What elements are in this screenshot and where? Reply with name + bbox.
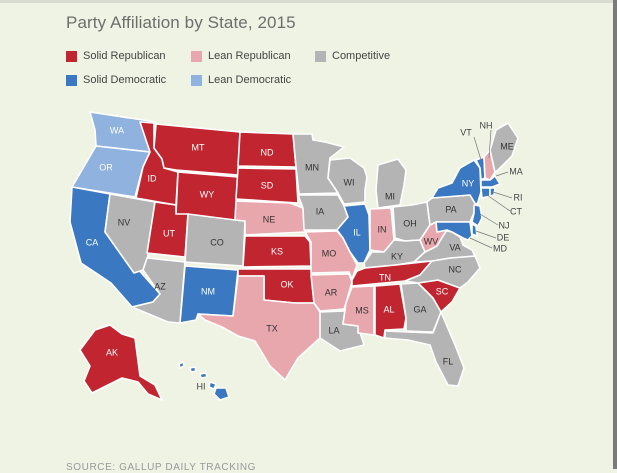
state-fl	[384, 311, 465, 387]
label-leader-lines	[469, 129, 513, 249]
label-in: IN	[378, 224, 387, 234]
state-ak	[79, 324, 163, 401]
label-ks: KS	[271, 246, 283, 256]
state-ri	[489, 187, 496, 197]
right-border	[613, 0, 617, 469]
label-ms: MS	[355, 305, 369, 315]
label-ga: GA	[413, 304, 426, 314]
label-me: ME	[500, 141, 514, 151]
state-sd	[235, 167, 299, 204]
label-nh: NH	[480, 120, 493, 130]
label-ar: AR	[325, 287, 338, 297]
legend-label: Lean Republican	[208, 50, 291, 62]
legend-lean-democratic: Lean Democratic	[191, 74, 291, 86]
label-al: AL	[383, 304, 394, 314]
legend-competitive: Competitive	[315, 50, 390, 62]
label-ut: UT	[163, 228, 175, 238]
state-hi	[178, 361, 230, 401]
label-ct: CT	[510, 206, 522, 216]
legend-label: Solid Democratic	[83, 74, 167, 86]
label-wa: WA	[110, 125, 124, 135]
state-vt	[475, 156, 486, 181]
legend-solid-democratic: Solid Democratic	[66, 74, 166, 86]
label-sc: SC	[436, 286, 449, 296]
state-mi	[375, 158, 407, 209]
label-oh: OH	[403, 218, 417, 228]
state-ne	[234, 200, 306, 236]
legend-solid-republican: Solid Republican	[66, 50, 166, 62]
label-ri: RI	[514, 192, 523, 202]
label-ny: NY	[462, 178, 475, 188]
label-de: DE	[497, 232, 510, 242]
label-mt: MT	[192, 142, 205, 152]
label-wy: WY	[200, 189, 215, 199]
label-hi: HI	[197, 381, 206, 391]
state-ma	[480, 175, 501, 188]
legend-swatch	[191, 50, 202, 62]
label-pa: PA	[445, 204, 456, 214]
label-md: MD	[493, 243, 507, 253]
label-nv: NV	[118, 217, 131, 227]
label-mn: MN	[305, 162, 319, 172]
label-ne: NE	[263, 214, 276, 224]
state-mn	[292, 133, 345, 195]
legend-label: Lean Democratic	[208, 74, 292, 86]
legend-swatch	[315, 50, 326, 62]
state-md	[435, 221, 473, 241]
legend-swatch	[191, 74, 202, 86]
label-vt: VT	[460, 127, 472, 137]
state-nj	[471, 204, 483, 227]
top-border	[0, 0, 617, 3]
state-il	[336, 203, 371, 264]
legend-lean-republican: Lean Republican	[191, 50, 291, 62]
legend-swatch	[66, 74, 77, 86]
label-la: LA	[328, 325, 339, 335]
label-wi: WI	[344, 177, 355, 187]
label-nd: ND	[261, 147, 274, 157]
label-mo: MO	[322, 248, 337, 258]
label-wv: WV	[424, 236, 439, 246]
label-sd: SD	[261, 180, 274, 190]
state-me	[489, 122, 519, 173]
label-tx: TX	[266, 323, 278, 333]
state-al	[374, 283, 407, 339]
label-az: AZ	[154, 281, 166, 291]
label-ca: CA	[86, 237, 99, 247]
legend-label: Competitive	[332, 50, 391, 62]
label-fl: FL	[443, 356, 454, 366]
label-ak: AK	[106, 347, 118, 357]
label-va: VA	[449, 242, 460, 252]
state-nh	[483, 149, 496, 181]
source-note: SOURCE: GALLUP DAILY TRACKING	[66, 462, 257, 473]
state-ms	[342, 285, 375, 336]
legend-swatch	[66, 50, 77, 62]
label-il: IL	[353, 227, 361, 237]
label-tn: TN	[379, 272, 391, 282]
label-nc: NC	[449, 264, 462, 274]
label-or: OR	[99, 162, 113, 172]
label-co: CO	[210, 237, 224, 247]
label-nj: NJ	[499, 220, 510, 230]
state-shapes	[69, 111, 519, 401]
label-ok: OK	[280, 279, 293, 289]
label-ma: MA	[509, 166, 523, 176]
label-ky: KY	[391, 251, 403, 261]
label-ia: IA	[316, 206, 325, 216]
state-wi	[327, 157, 368, 205]
label-nm: NM	[201, 286, 215, 296]
label-mi: MI	[385, 191, 395, 201]
state-de	[471, 223, 478, 237]
state-labels: WA OR CA NV ID MT WY UT AZ CO NM ND SD N…	[86, 120, 523, 391]
legend-label: Solid Republican	[83, 50, 166, 62]
label-id: ID	[148, 173, 158, 183]
state-tx	[197, 275, 321, 381]
chart-title: Party Affiliation by State, 2015	[66, 13, 296, 32]
